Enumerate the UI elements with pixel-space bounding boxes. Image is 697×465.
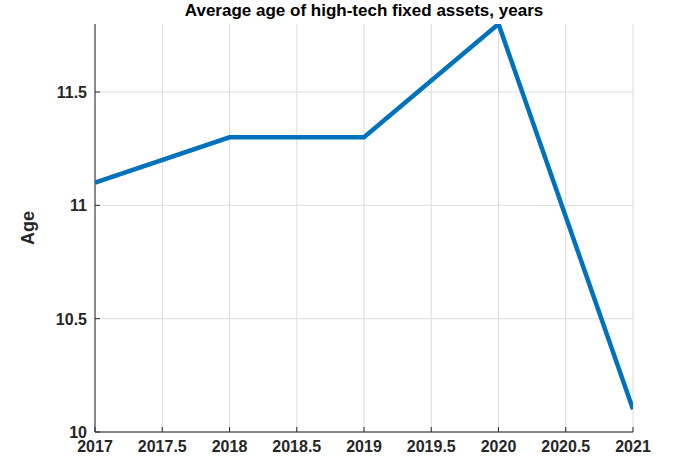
x-grid-line: [498, 24, 499, 432]
plot-area: [95, 24, 633, 432]
x-tick-label: 2019: [346, 438, 382, 455]
y-axis-label: Age: [18, 211, 38, 245]
x-tick-label: 2019.5: [407, 438, 456, 455]
x-tick: [229, 427, 230, 432]
x-grid-line: [95, 24, 96, 432]
y-grid-line: [95, 318, 633, 319]
x-grid-line: [364, 24, 365, 432]
x-tick: [565, 427, 566, 432]
y-tick-label: 10: [69, 424, 87, 441]
y-tick: [95, 205, 100, 206]
x-tick: [296, 427, 297, 432]
x-grid-line: [565, 24, 566, 432]
x-tick-label: 2018: [212, 438, 248, 455]
x-tick-label: 2021: [615, 438, 651, 455]
y-tick: [95, 318, 100, 319]
chart: 20172017.520182018.520192019.520202020.5…: [0, 0, 697, 465]
x-tick-label: 2020: [481, 438, 517, 455]
x-tick: [95, 427, 96, 432]
y-axis-line: [95, 24, 96, 432]
chart-svg: 20172017.520182018.520192019.520202020.5…: [0, 0, 697, 465]
x-grid-line: [229, 24, 230, 432]
axes: 20172017.520182018.520192019.520202020.5…: [56, 84, 651, 455]
x-grid-line: [296, 24, 297, 432]
y-tick-label: 11.5: [57, 84, 87, 101]
x-tick-label: 2017.5: [138, 438, 187, 455]
x-tick-label: 2018.5: [272, 438, 321, 455]
y-tick-label: 10.5: [56, 311, 87, 328]
y-grid-line: [95, 92, 633, 93]
y-tick: [95, 92, 100, 93]
x-grid-line: [431, 24, 432, 432]
x-grid-line: [633, 24, 634, 432]
x-grid-line: [162, 24, 163, 432]
data-line: [95, 24, 633, 409]
series-group: [95, 24, 633, 409]
x-tick: [162, 427, 163, 432]
y-tick: [95, 432, 100, 433]
grid: [95, 24, 633, 432]
x-tick-label: 2020.5: [541, 438, 590, 455]
title: Average age of high-tech fixed assets, y…: [185, 1, 543, 20]
x-tick: [431, 427, 432, 432]
x-tick: [364, 427, 365, 432]
x-tick: [633, 427, 634, 432]
y-tick-label: 11: [70, 197, 87, 214]
y-grid-line: [95, 205, 633, 206]
x-tick: [498, 427, 499, 432]
